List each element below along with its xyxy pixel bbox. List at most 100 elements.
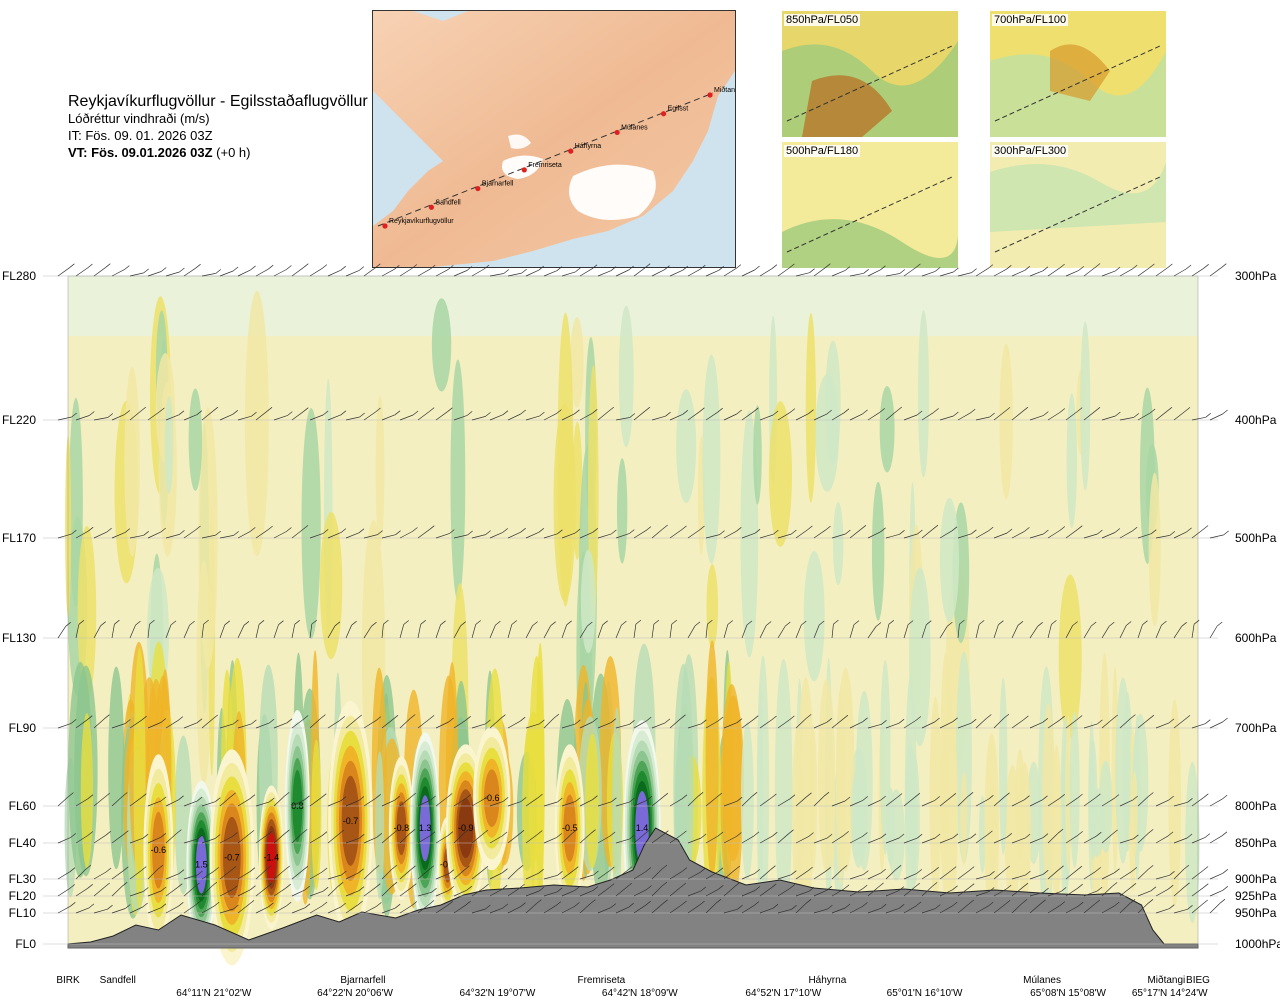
wind-barb — [1119, 530, 1133, 539]
wind-barb-flag — [628, 265, 634, 271]
wind-barb — [669, 718, 681, 729]
wind-barb — [327, 532, 342, 539]
flight-level-label: FL30 — [8, 872, 36, 886]
wind-barb-flag — [160, 833, 167, 838]
wind-barb — [741, 835, 755, 844]
wind-barb-flag — [502, 410, 509, 415]
wind-barb-flag — [934, 833, 941, 839]
wind-barb — [615, 906, 629, 914]
wind-barb — [687, 837, 702, 844]
wind-barb — [1209, 534, 1224, 539]
wind-barb — [309, 414, 324, 421]
wind-barb-flag — [1131, 526, 1138, 532]
wind-barb-flag — [1113, 794, 1120, 799]
route-point — [382, 223, 388, 229]
wind-barb — [651, 868, 663, 880]
wind-barb — [471, 887, 484, 897]
wind-barb — [183, 414, 198, 421]
wind-barb — [867, 626, 877, 639]
wind-barb — [309, 835, 323, 844]
wind-barb — [1047, 267, 1060, 277]
wind-barb-flag — [160, 718, 167, 723]
wind-barb-flag — [485, 412, 491, 417]
pressure-level-label: 850hPa — [1235, 836, 1277, 850]
wind-barb — [579, 268, 593, 277]
pressure-level-label: 800hPa — [1235, 799, 1277, 813]
wind-barb — [903, 796, 916, 807]
wind-barb-flag — [304, 903, 311, 909]
wind-barb-flag — [959, 619, 965, 625]
wind-barb-flag — [1004, 792, 1010, 798]
wind-barb-flag — [926, 620, 932, 625]
wind-barb — [579, 799, 593, 807]
wind-barb — [543, 533, 558, 539]
wind-barb-flag — [268, 718, 275, 724]
wind-barb-flag — [100, 621, 106, 626]
wind-barb-flag — [358, 868, 364, 874]
wind-barb-flag — [1005, 884, 1012, 890]
wind-barb-flag — [536, 830, 543, 835]
wind-barb — [561, 801, 576, 807]
wind-barb — [219, 870, 232, 880]
wind-barb-flag — [269, 797, 275, 803]
wind-barb-flag — [771, 715, 777, 721]
station-label: Miðtangi — [1147, 975, 1186, 986]
wind-barb-flag — [394, 410, 401, 416]
wind-barb — [759, 533, 774, 539]
wind-barb-flag — [375, 716, 382, 721]
wind-barb-flag — [880, 265, 886, 271]
wind-cell: -0.5 — [554, 744, 585, 913]
wind-barb — [687, 723, 702, 729]
wind-barb — [183, 722, 198, 729]
wind-barb-flag — [880, 903, 887, 909]
wind-barb-flag — [1109, 621, 1115, 627]
wind-barb — [561, 906, 575, 914]
wind-barb-flag — [1094, 263, 1101, 268]
wind-barb-flag — [520, 409, 526, 415]
route-point — [614, 129, 620, 136]
wind-barb-flag — [898, 718, 905, 724]
wind-barb — [831, 533, 846, 539]
wind-barb-flag — [502, 868, 508, 873]
wind-barb-flag — [250, 527, 256, 532]
wind-barb-flag — [681, 794, 688, 800]
wind-barb — [579, 412, 593, 421]
wind-barb-flag — [1112, 714, 1118, 720]
wind-barb-flag — [968, 899, 975, 905]
wind-cell: -1.4 — [258, 785, 284, 930]
wind-barb-flag — [1205, 719, 1211, 724]
wind-barb — [237, 269, 251, 277]
wind-barb — [129, 870, 142, 880]
wind-barb — [435, 533, 450, 539]
wind-barb — [93, 531, 107, 539]
wind-cell: 1.5 — [186, 780, 217, 949]
wind-barb — [795, 836, 809, 844]
wind-barb — [291, 719, 304, 729]
wind-barb — [471, 268, 485, 277]
wind-barb-flag — [805, 899, 812, 904]
wind-barb — [741, 269, 755, 277]
wind-barb — [381, 268, 395, 277]
wind-barb — [795, 413, 809, 421]
wind-barb-flag — [1186, 833, 1193, 839]
wind-barb-flag — [735, 264, 742, 269]
wind-barb-flag — [160, 267, 167, 272]
wind-barb — [183, 874, 198, 880]
wind-barb-flag — [539, 411, 545, 417]
wind-barb — [237, 798, 251, 807]
wind-barb-flag — [557, 797, 563, 803]
wind-barb-flag — [358, 528, 365, 534]
wind-barb-flag — [177, 716, 184, 721]
wind-barb-flag — [629, 529, 635, 534]
wind-barb-flag — [680, 714, 686, 720]
wind-barb-flag — [1203, 793, 1209, 799]
wind-barb — [165, 905, 179, 914]
wind-barb — [705, 534, 720, 539]
wind-barb-flag — [1113, 901, 1120, 907]
wind-barb — [1083, 890, 1098, 897]
wind-barb-flag — [801, 620, 807, 626]
wind-barb-flag — [123, 830, 129, 835]
wind-barb-flag — [592, 409, 598, 414]
wind-barb-flag — [860, 525, 867, 530]
route-point — [660, 111, 667, 117]
